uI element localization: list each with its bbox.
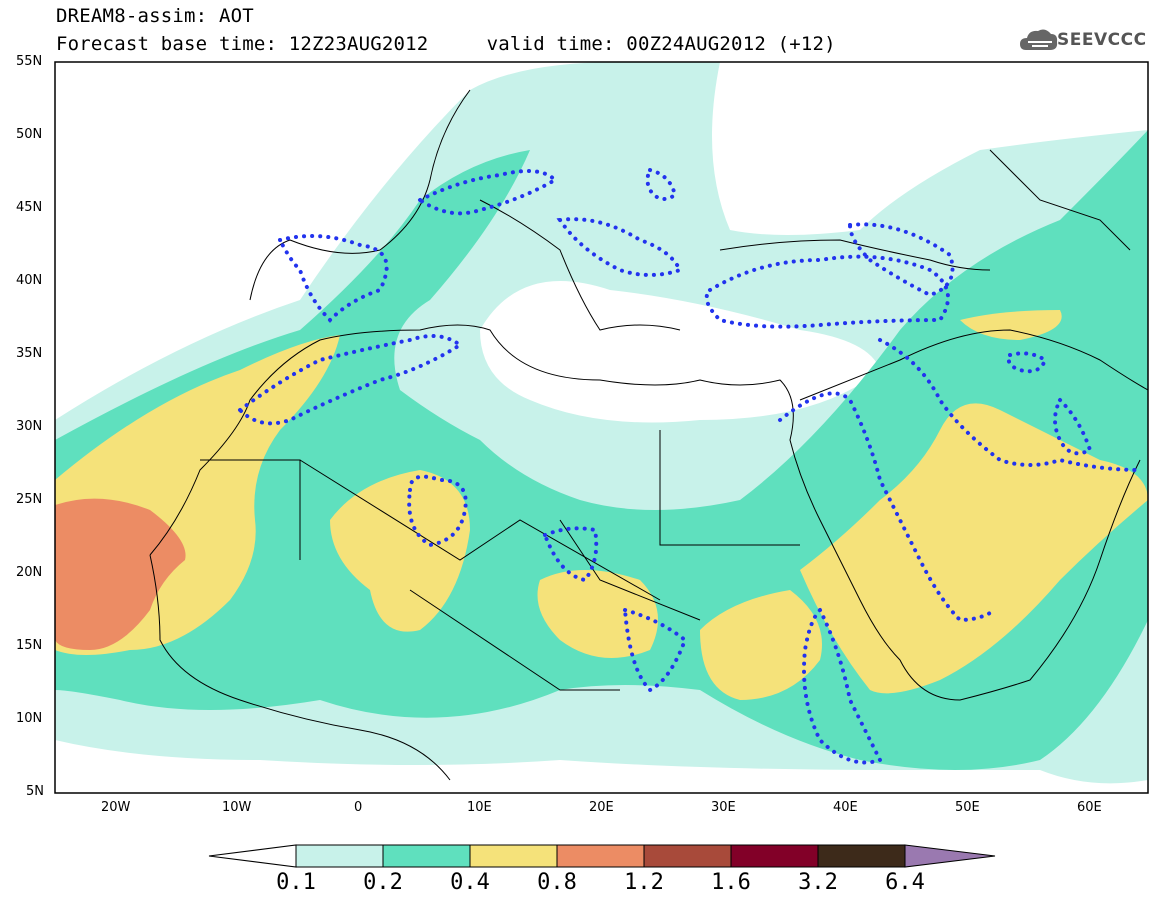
colorbar-box-0.8 <box>556 844 645 868</box>
colorbar-right-arrow <box>904 844 996 868</box>
title-line-2: Forecast base time: 12Z23AUG2012 valid t… <box>56 33 836 55</box>
lat-label-55n: 55N <box>16 54 43 69</box>
lat-label-15n: 15N <box>16 638 43 653</box>
aot-shading <box>55 62 1148 784</box>
lon-label-60e: 60E <box>1077 800 1102 815</box>
lat-label-10n: 10N <box>16 711 43 726</box>
aot-band-0.8 <box>55 498 186 650</box>
colorbar-box-1.6 <box>730 844 819 868</box>
colorbar-label-1.6: 1.6 <box>711 870 751 895</box>
colorbar-label-0.8: 0.8 <box>537 870 577 895</box>
colorbar <box>208 844 996 868</box>
lon-label-0: 0 <box>354 800 363 815</box>
colorbar-box-0.2 <box>382 844 471 868</box>
lat-label-45n: 45N <box>16 200 43 215</box>
colorbar-label-0.2: 0.2 <box>363 870 403 895</box>
lat-label-40n: 40N <box>16 273 43 288</box>
title-line-1: DREAM8-assim: AOT <box>56 5 254 27</box>
colorbar-box-3.2 <box>817 844 906 868</box>
colorbar-box-0.1 <box>295 844 384 868</box>
lat-label-25n: 25N <box>16 492 43 507</box>
seevccc-cloud-logo-icon <box>1020 29 1058 50</box>
lat-label-35n: 35N <box>16 346 43 361</box>
colorbar-label-1.2: 1.2 <box>624 870 664 895</box>
coastlines <box>149 89 1148 781</box>
lat-label-5n: 5N <box>26 784 44 799</box>
lon-label-40e: 40E <box>833 800 858 815</box>
lat-label-50n: 50N <box>16 127 43 142</box>
lon-label-20w: 20W <box>101 800 131 815</box>
logo-text: SEEVCCC <box>1057 30 1147 50</box>
colorbar-box-0.4 <box>469 844 558 868</box>
colorbar-box-1.2 <box>643 844 732 868</box>
lat-label-30n: 30N <box>16 419 43 434</box>
lon-label-10e: 10E <box>467 800 492 815</box>
lon-label-10w: 10W <box>222 800 252 815</box>
colorbar-left-arrow <box>208 844 297 868</box>
dust-contours <box>236 167 1142 765</box>
colorbar-label-6.4: 6.4 <box>885 870 925 895</box>
colorbar-label-0.1: 0.1 <box>276 870 316 895</box>
lon-label-30e: 30E <box>711 800 736 815</box>
lon-label-50e: 50E <box>955 800 980 815</box>
lon-label-20e: 20E <box>589 800 614 815</box>
colorbar-label-0.4: 0.4 <box>450 870 490 895</box>
colorbar-label-3.2: 3.2 <box>798 870 838 895</box>
lat-label-20n: 20N <box>16 565 43 580</box>
map-frame <box>54 61 1149 794</box>
